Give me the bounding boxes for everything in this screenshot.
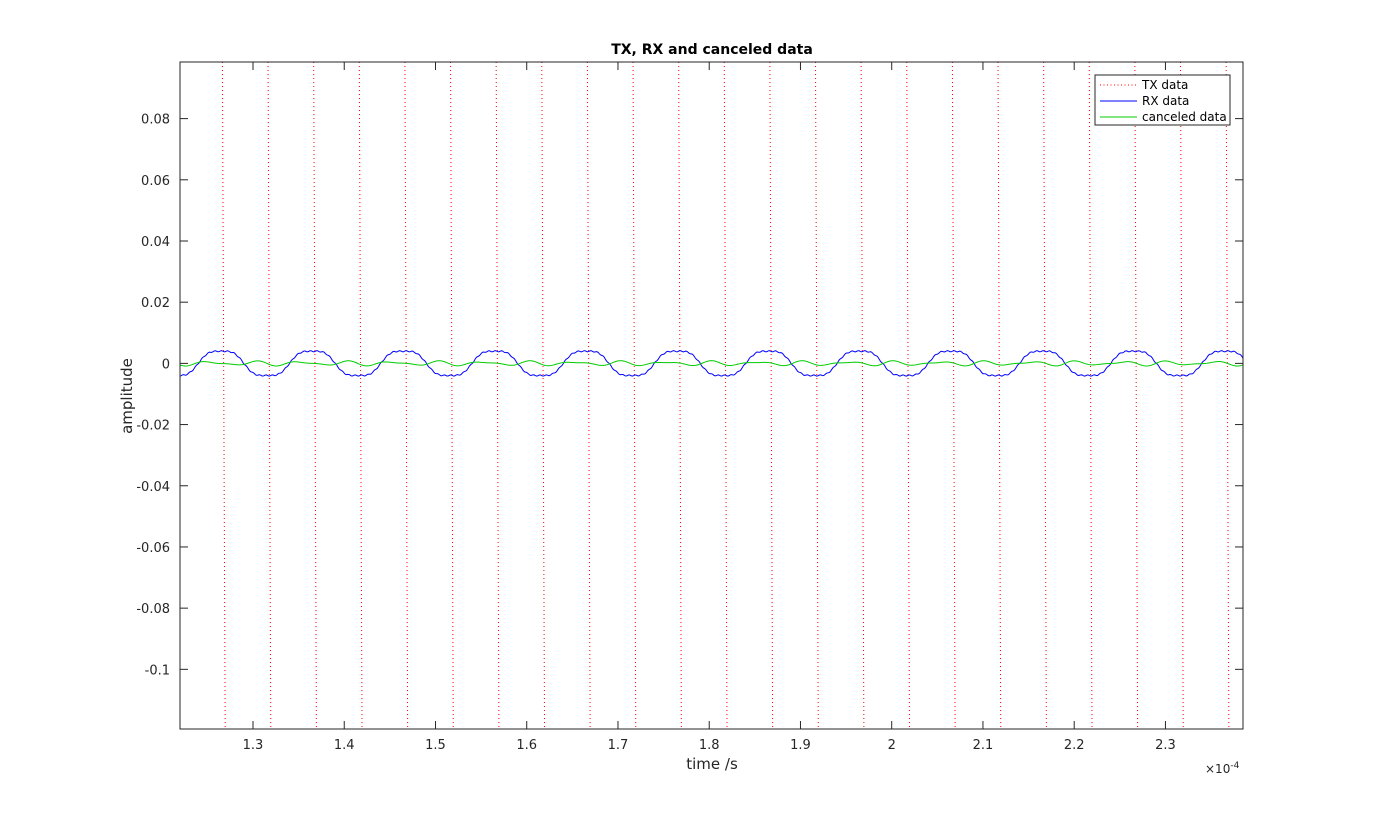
y-tick-label: 0 [162, 357, 170, 372]
y-tick-label: -0.06 [136, 541, 170, 556]
y-tick-label: 0.08 [141, 113, 170, 128]
canceled-line [179, 360, 1244, 367]
y-tick-label: 0.06 [141, 174, 170, 189]
x-axis: 1.3 1.4 1.5 1.6 1.7 1.8 1.9 2 2.1 2.2 2.3 [243, 62, 1176, 753]
x-tick-label: 1.7 [608, 738, 629, 753]
y-tick-label: -0.04 [136, 480, 170, 495]
legend-label-rx: RX data [1142, 94, 1189, 108]
y-tick-label: -0.08 [136, 602, 170, 617]
rx-series [179, 350, 1244, 377]
y-axis-label: amplitude [118, 358, 136, 434]
x-tick-label: 1.5 [425, 738, 446, 753]
x-tick-label: 2.1 [973, 738, 994, 753]
x-tick-label: 2.2 [1064, 738, 1085, 753]
x-axis-label: time /s [686, 755, 738, 773]
x-tick-label: 1.8 [699, 738, 720, 753]
plot-frame [179, 61, 1244, 730]
x-tick-label: 1.3 [243, 738, 264, 753]
y-tick-label: 0.02 [141, 296, 170, 311]
x-exponent-power: -4 [1230, 761, 1239, 771]
x-tick-label: 1.9 [790, 738, 811, 753]
legend: TX data RX data canceled data [1094, 74, 1231, 126]
rx-line [179, 350, 1244, 377]
x-exponent-base: ×10 [1205, 762, 1230, 776]
legend-label-canceled: canceled data [1142, 110, 1227, 124]
x-tick-label: 2.3 [1155, 738, 1176, 753]
x-tick-label: 1.6 [516, 738, 537, 753]
y-tick-label: -0.1 [145, 663, 170, 678]
legend-label-tx: TX data [1141, 78, 1188, 92]
x-tick-label: 2 [888, 738, 896, 753]
canceled-series [179, 360, 1244, 367]
y-axis: 0.08 0.06 0.04 0.02 0 -0.02 -0.04 -0.06 -0.08 -0.… [136, 113, 1243, 678]
chart-title: TX, RX and canceled data [611, 42, 813, 58]
x-exponent: ×10-4 [1205, 761, 1240, 776]
x-tick-label: 1.4 [334, 738, 355, 753]
y-tick-label: 0.04 [141, 235, 170, 250]
plot-area [180, 62, 1243, 729]
y-tick-label: -0.02 [136, 419, 170, 434]
